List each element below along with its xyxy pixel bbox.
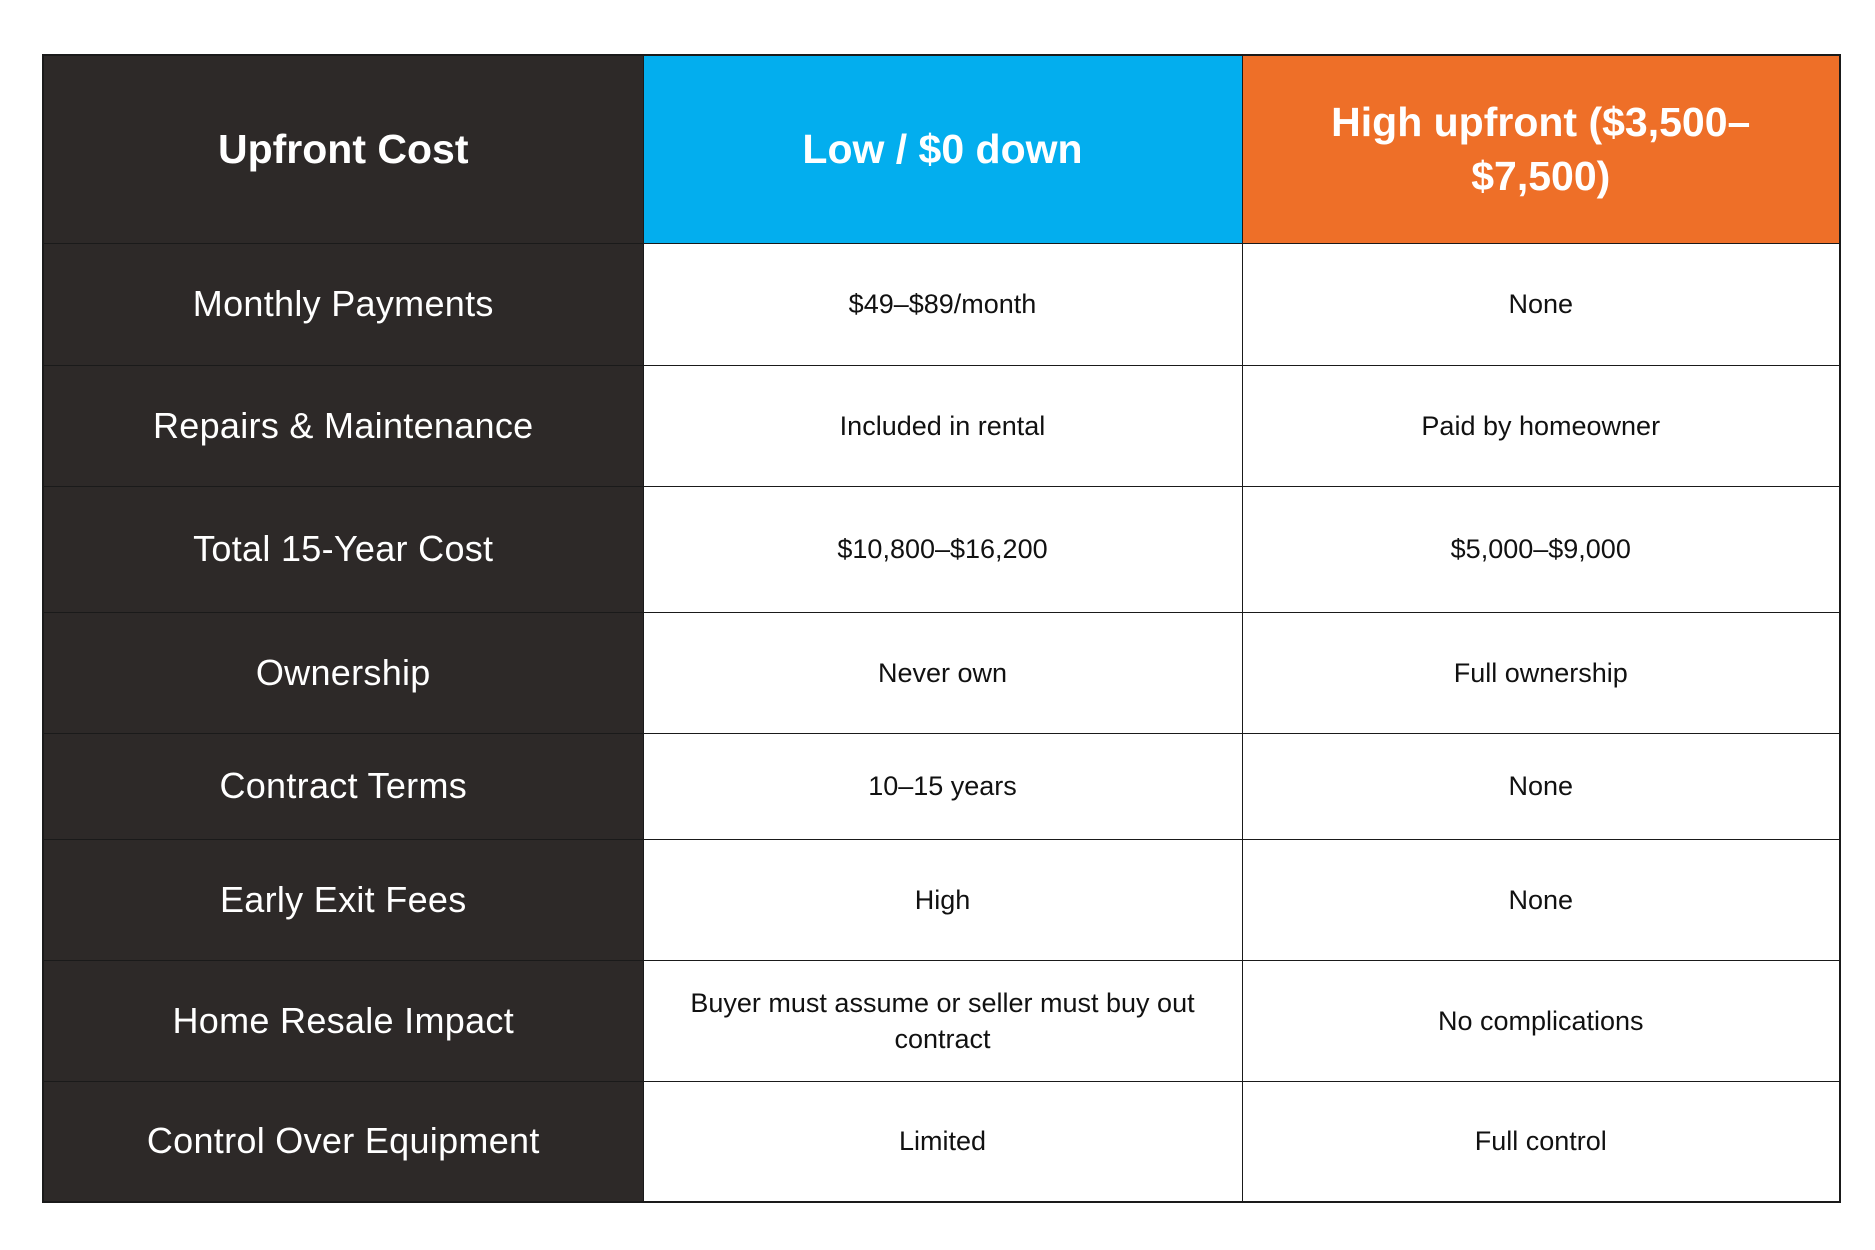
option-a-cell: Never own [642,611,1243,734]
option-a-cell: High [642,838,1243,961]
header-label-cell: Upfront Cost [42,54,644,244]
row-label: Ownership [42,611,644,734]
table-row: Total 15-Year Cost $10,800–$16,200 $5,00… [42,485,1841,613]
option-a-cell: Buyer must assume or seller must buy out… [642,959,1243,1082]
table-row: Monthly Payments $49–$89/month None [42,242,1841,366]
option-b-cell: $5,000–$9,000 [1241,485,1841,613]
header-row: Upfront Cost Low / $0 down High upfront … [42,54,1841,244]
option-a-cell: Limited [642,1080,1243,1203]
row-label: Contract Terms [42,732,644,840]
row-label: Total 15-Year Cost [42,485,644,613]
row-label: Repairs & Maintenance [42,364,644,487]
table-row: Contract Terms 10–15 years None [42,732,1841,840]
table-row: Repairs & Maintenance Included in rental… [42,364,1841,487]
table-row: Home Resale Impact Buyer must assume or … [42,959,1841,1082]
table-row: Ownership Never own Full ownership [42,611,1841,734]
option-a-cell: 10–15 years [642,732,1243,840]
table-row: Early Exit Fees High None [42,838,1841,961]
row-label: Home Resale Impact [42,959,644,1082]
option-b-cell: Full control [1241,1080,1841,1203]
option-b-cell: None [1241,242,1841,366]
option-b-cell: None [1241,732,1841,840]
option-b-cell: Full ownership [1241,611,1841,734]
table-row: Control Over Equipment Limited Full cont… [42,1080,1841,1203]
row-label: Monthly Payments [42,242,644,366]
comparison-table: Upfront Cost Low / $0 down High upfront … [42,54,1841,1203]
row-label: Control Over Equipment [42,1080,644,1203]
option-b-cell: None [1241,838,1841,961]
row-label: Early Exit Fees [42,838,644,961]
header-option-b-cell: High upfront ($3,500–$7,500) [1241,54,1841,244]
option-a-cell: $10,800–$16,200 [642,485,1243,613]
option-a-cell: Included in rental [642,364,1243,487]
header-option-a-cell: Low / $0 down [642,54,1243,244]
option-a-cell: $49–$89/month [642,242,1243,366]
option-b-cell: No complications [1241,959,1841,1082]
option-b-cell: Paid by homeowner [1241,364,1841,487]
